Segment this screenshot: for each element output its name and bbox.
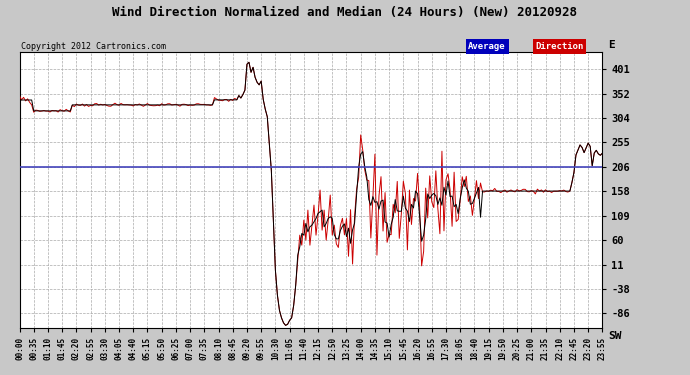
Text: Direction: Direction — [535, 42, 584, 51]
Text: Wind Direction Normalized and Median (24 Hours) (New) 20120928: Wind Direction Normalized and Median (24… — [112, 6, 578, 19]
Text: Copyright 2012 Cartronics.com: Copyright 2012 Cartronics.com — [21, 42, 166, 51]
Text: SW: SW — [608, 331, 622, 340]
Text: Average: Average — [469, 42, 506, 51]
Text: E: E — [608, 39, 615, 50]
